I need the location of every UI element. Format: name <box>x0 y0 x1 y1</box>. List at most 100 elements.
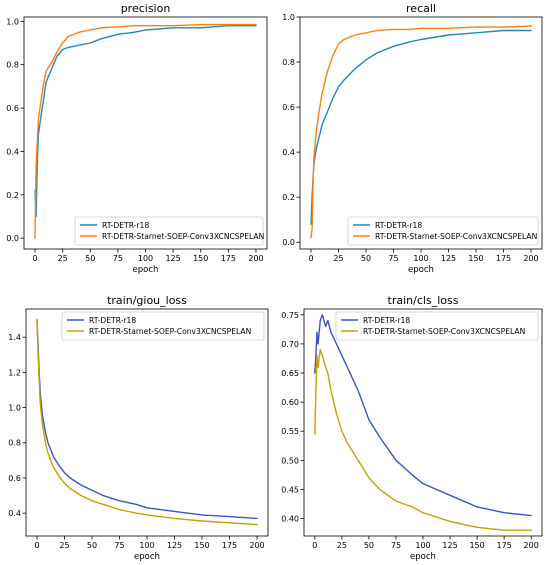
chart-title: train/cls_loss <box>388 294 459 307</box>
y-tick-label: 0.45 <box>281 485 299 494</box>
x-tick-label: 175 <box>496 541 511 550</box>
x-tick-label: 175 <box>222 541 237 550</box>
x-tick-label: 125 <box>442 541 457 550</box>
series-line-proposed <box>314 349 532 531</box>
x-tick-label: 0 <box>32 254 37 263</box>
recall-panel: recall 0 25 50 75 100 125 150 175 200 0.0 0.2 0.4 0.6… <box>282 2 543 275</box>
y-tick-label: 0.50 <box>281 456 299 465</box>
x-tick-label: 100 <box>138 254 153 263</box>
x-tick-label: 50 <box>85 254 95 263</box>
legend-entry: RT-DETR-Starnet-SOEP-Conv3XCNCSPELAN <box>363 327 525 336</box>
y-tick-label: 1.0 <box>6 17 19 26</box>
x-tick-label: 175 <box>221 254 236 263</box>
series-line-baseline <box>314 314 532 517</box>
y-tick-label: 0.4 <box>282 148 295 157</box>
legend-entry: RT-DETR-r18 <box>375 221 422 230</box>
x-tick-label: 25 <box>333 254 343 263</box>
y-tick-label: 0.40 <box>281 515 299 524</box>
x-axis-label: epoch <box>408 265 434 275</box>
legend: RT-DETR-r18 RT-DETR-Starnet-SOEP-Conv3XCN… <box>347 216 539 246</box>
legend: RT-DETR-r18 RT-DETR-Starnet-SOEP-Conv3XCN… <box>335 311 539 341</box>
x-tick-label: 125 <box>165 254 180 263</box>
series-line-baseline <box>36 318 258 520</box>
y-tick-label: 0.8 <box>6 61 19 70</box>
y-tick-label: 0.65 <box>281 369 299 378</box>
plot-area-frame <box>299 16 543 250</box>
y-tick-label: 1.0 <box>8 404 21 413</box>
x-axis-label: epoch <box>133 265 159 275</box>
legend-entry: RT-DETR-Starnet-SOEP-Conv3XCNCSPELAN <box>375 232 537 241</box>
x-tick-label: 150 <box>469 541 484 550</box>
x-tick-label: 100 <box>415 541 430 550</box>
x-tick-label: 50 <box>361 254 371 263</box>
y-tick-label: 0.8 <box>282 58 295 67</box>
legend-entry: RT-DETR-Starnet-SOEP-Conv3XCNCSPELAN <box>89 327 251 336</box>
x-tick-label: 125 <box>441 254 456 263</box>
x-tick-label: 100 <box>139 541 154 550</box>
y-tick-label: 1.4 <box>8 333 21 342</box>
x-tick-label: 200 <box>249 541 264 550</box>
series-line-proposed <box>34 23 257 239</box>
x-tick-label: 75 <box>114 541 124 550</box>
legend-box <box>335 311 539 341</box>
cls-loss-panel: train/cls_loss 0 25 50 75 100 125 150 175 200 0.40… <box>281 294 543 562</box>
x-tick-label: 75 <box>388 254 398 263</box>
x-tick-label: 50 <box>364 541 374 550</box>
legend-entry: RT-DETR-r18 <box>363 316 410 325</box>
legend: RT-DETR-r18 RT-DETR-Starnet-SOEP-Conv3XCN… <box>74 216 264 246</box>
y-tick-label: 0.60 <box>281 398 299 407</box>
x-tick-label: 100 <box>413 254 428 263</box>
x-tick-label: 200 <box>248 254 263 263</box>
giou-loss-panel: train/giou_loss 0 25 50 75 100 125 150 175 200 0.4… <box>8 294 269 562</box>
legend: RT-DETR-r18 RT-DETR-Starnet-SOEP-Conv3XCN… <box>61 311 265 341</box>
x-tick-label: 200 <box>523 254 538 263</box>
y-tick-label: 1.0 <box>282 13 295 22</box>
y-tick-label: 0.0 <box>6 234 19 243</box>
x-tick-label: 125 <box>167 541 182 550</box>
chart-title: recall <box>406 2 436 15</box>
series-line-baseline <box>310 29 532 225</box>
x-axis-label: epoch <box>134 552 160 562</box>
y-tick-label: 0.0 <box>282 238 295 247</box>
x-tick-label: 200 <box>524 541 539 550</box>
chart-title: train/giou_loss <box>107 294 187 307</box>
chart-title: precision <box>121 2 171 15</box>
x-tick-label: 25 <box>337 541 347 550</box>
series-line-baseline <box>34 25 257 218</box>
x-tick-label: 175 <box>496 254 511 263</box>
series-line-proposed <box>36 318 258 526</box>
y-tick-label: 0.6 <box>282 103 295 112</box>
x-tick-label: 0 <box>308 254 313 263</box>
x-tick-label: 150 <box>194 541 209 550</box>
x-tick-label: 0 <box>312 541 317 550</box>
x-tick-label: 0 <box>34 541 39 550</box>
y-tick-label: 0.2 <box>282 193 295 202</box>
precision-panel: precision 0 25 50 75 100 125 150 175 200 0.0 0.2 0.4… <box>6 2 268 275</box>
x-tick-label: 25 <box>58 254 68 263</box>
y-tick-label: 0.70 <box>281 340 299 349</box>
y-tick-label: 0.4 <box>8 509 21 518</box>
legend-box <box>61 311 265 341</box>
x-tick-label: 150 <box>193 254 208 263</box>
x-tick-label: 25 <box>59 541 69 550</box>
series-line-proposed <box>310 25 532 239</box>
y-tick-label: 0.4 <box>6 147 19 156</box>
legend-entry: RT-DETR-r18 <box>89 316 136 325</box>
x-tick-label: 50 <box>87 541 97 550</box>
x-tick-label: 75 <box>113 254 123 263</box>
y-tick-label: 0.6 <box>6 104 19 113</box>
x-tick-label: 75 <box>391 541 401 550</box>
legend-box <box>74 216 264 246</box>
x-tick-label: 150 <box>468 254 483 263</box>
plot-area-frame <box>25 308 269 537</box>
legend-box <box>347 216 539 246</box>
y-tick-label: 1.2 <box>8 368 21 377</box>
legend-entry: RT-DETR-r18 <box>102 221 149 230</box>
x-axis-label: epoch <box>410 552 436 562</box>
y-tick-label: 0.55 <box>281 427 299 436</box>
legend-entry: RT-DETR-Starnet-SOEP-Conv3XCNCSPELAN <box>102 232 264 241</box>
y-tick-label: 0.6 <box>8 474 21 483</box>
y-tick-label: 0.2 <box>6 191 19 200</box>
y-tick-label: 0.75 <box>281 311 299 320</box>
